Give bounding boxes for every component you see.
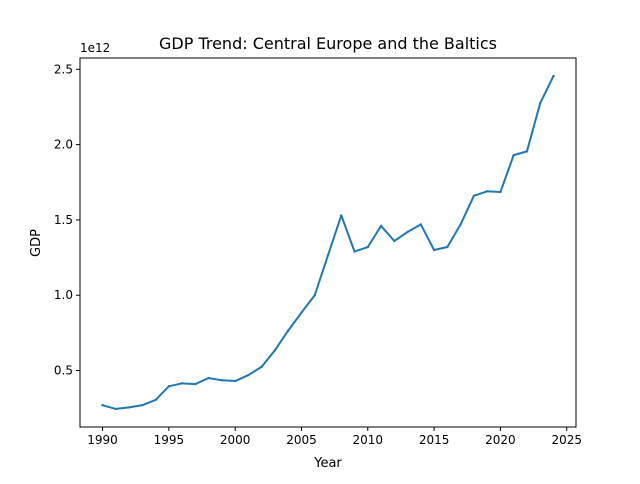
- data-point: [366, 245, 369, 249]
- data-point: [326, 254, 330, 257]
- data-point: [379, 224, 383, 228]
- data-point: [406, 230, 409, 234]
- x-axis-label: Year: [313, 456, 342, 471]
- data-point: [233, 379, 237, 383]
- data-point: [432, 248, 436, 252]
- data-point: [393, 239, 396, 243]
- x-tick-label: 2025: [551, 433, 582, 447]
- series-layer: [101, 74, 555, 411]
- chart-title: GDP Trend: Central Europe and the Baltic…: [159, 34, 497, 53]
- data-point: [485, 190, 489, 193]
- data-point: [525, 150, 529, 153]
- data-point: [167, 385, 171, 388]
- data-point: [287, 329, 290, 332]
- x-tick-label: 2015: [419, 433, 450, 447]
- data-point: [220, 379, 224, 382]
- data-point: [472, 194, 476, 198]
- data-point: [446, 245, 449, 249]
- data-point: [313, 294, 316, 297]
- data-point: [552, 74, 555, 78]
- y-tick-label: 1.0: [54, 288, 73, 302]
- data-point: [101, 403, 104, 407]
- y-tick-label: 0.5: [54, 364, 73, 378]
- data-point: [499, 190, 502, 194]
- data-point: [538, 101, 542, 105]
- x-tick-label: 2000: [220, 433, 251, 447]
- y-axis-label: GDP: [29, 229, 44, 257]
- data-point: [273, 348, 277, 352]
- y-tick-label: 2.5: [54, 62, 73, 76]
- data-point: [247, 373, 250, 377]
- x-tick-label: 2020: [485, 433, 516, 447]
- data-point: [194, 382, 197, 386]
- data-point: [207, 376, 210, 380]
- data-point: [127, 406, 131, 409]
- plot-frame: [79, 57, 577, 428]
- x-tick-label: 1995: [154, 433, 185, 447]
- x-tick-label: 2010: [353, 433, 384, 447]
- data-point: [419, 223, 423, 226]
- y-tick-label: 1.5: [54, 213, 73, 227]
- y-offset-label: 1e12: [80, 41, 110, 55]
- data-point: [260, 365, 263, 368]
- y-tick-label: 2.0: [54, 138, 73, 152]
- data-point: [154, 398, 157, 402]
- x-tick-label: 2005: [286, 433, 317, 447]
- data-point: [340, 214, 343, 217]
- x-tick-label: 1990: [87, 433, 118, 447]
- data-point: [512, 153, 515, 157]
- data-point: [114, 407, 118, 411]
- data-point: [141, 403, 144, 407]
- data-point: [180, 382, 184, 385]
- data-point: [300, 311, 303, 314]
- data-point: [353, 250, 356, 253]
- data-point: [459, 223, 462, 226]
- ticks-layer: 1990 1995 2000 2005 2010 2015 2020 2025 0.5 1.0 1.…: [54, 62, 582, 447]
